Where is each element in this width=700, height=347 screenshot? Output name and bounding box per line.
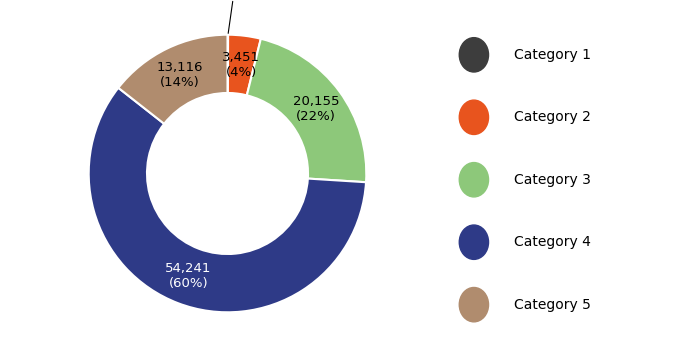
Wedge shape — [89, 88, 366, 312]
Circle shape — [459, 225, 489, 260]
Text: Category 5: Category 5 — [514, 298, 591, 312]
Circle shape — [459, 287, 489, 322]
Text: 63 (<1%): 63 (<1%) — [202, 0, 266, 33]
Text: 54,241
(60%): 54,241 (60%) — [165, 262, 211, 290]
Text: 13,116
(14%): 13,116 (14%) — [156, 61, 203, 89]
Text: 20,155
(22%): 20,155 (22%) — [293, 95, 340, 123]
Text: Category 1: Category 1 — [514, 48, 591, 62]
Text: Category 4: Category 4 — [514, 235, 591, 249]
Text: 3,451
(4%): 3,451 (4%) — [222, 51, 260, 79]
Text: Category 2: Category 2 — [514, 110, 591, 124]
Wedge shape — [228, 35, 261, 95]
Wedge shape — [118, 35, 228, 124]
Wedge shape — [247, 39, 366, 182]
Circle shape — [459, 38, 489, 72]
Text: Category 3: Category 3 — [514, 173, 591, 187]
Circle shape — [459, 162, 489, 197]
Circle shape — [459, 100, 489, 135]
